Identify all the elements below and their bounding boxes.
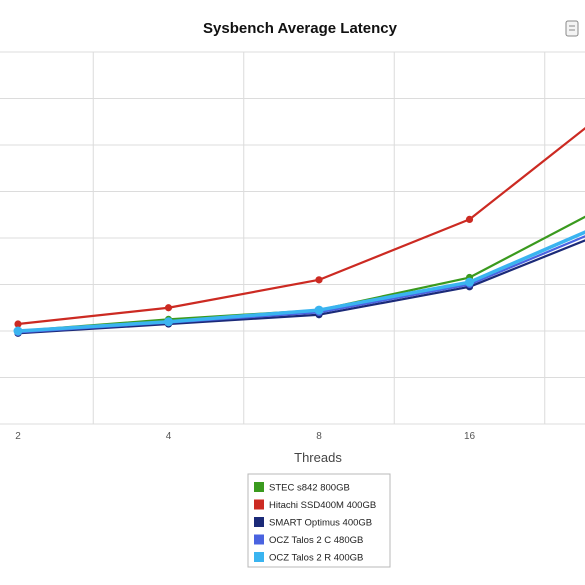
legend-swatch xyxy=(254,499,264,510)
data-point xyxy=(465,215,474,223)
series-line xyxy=(17,127,585,326)
legend-label: Hitachi SSD400M 400GB xyxy=(269,500,376,511)
data-point xyxy=(13,326,23,336)
legend-label: SMART Optimus 400GB xyxy=(269,518,372,529)
grid xyxy=(0,51,585,425)
series-layer xyxy=(13,127,585,337)
legend-swatch xyxy=(254,552,264,562)
legend-label: OCZ Talos 2 C 480GB xyxy=(269,535,363,546)
data-point xyxy=(164,304,173,312)
x-axis-label: Threads xyxy=(294,450,342,465)
data-point xyxy=(465,277,474,287)
x-tick-label: 4 xyxy=(166,431,172,442)
toolbar-icon[interactable] xyxy=(565,20,579,37)
data-point xyxy=(164,317,173,327)
legend: STEC s842 800GB Hitachi SSD400M 400GB SMAR… xyxy=(247,473,391,568)
legend-label: OCZ Talos 2 R 400GB xyxy=(269,553,363,564)
data-point xyxy=(14,320,22,328)
series-line xyxy=(17,239,585,335)
x-tick-label: 2 xyxy=(15,431,21,442)
chart-title: Sysbench Average Latency xyxy=(203,20,398,37)
data-point xyxy=(314,305,324,315)
data-point xyxy=(315,276,323,284)
legend-label: STEC s842 800GB xyxy=(269,483,350,494)
x-tick-label: 16 xyxy=(464,431,476,442)
legend-swatch xyxy=(254,534,264,545)
x-tick-label: 8 xyxy=(316,431,322,442)
legend-swatch xyxy=(254,482,264,492)
x-axis-ticks: 2 4 8 16 xyxy=(15,431,475,442)
legend-swatch xyxy=(254,517,264,527)
